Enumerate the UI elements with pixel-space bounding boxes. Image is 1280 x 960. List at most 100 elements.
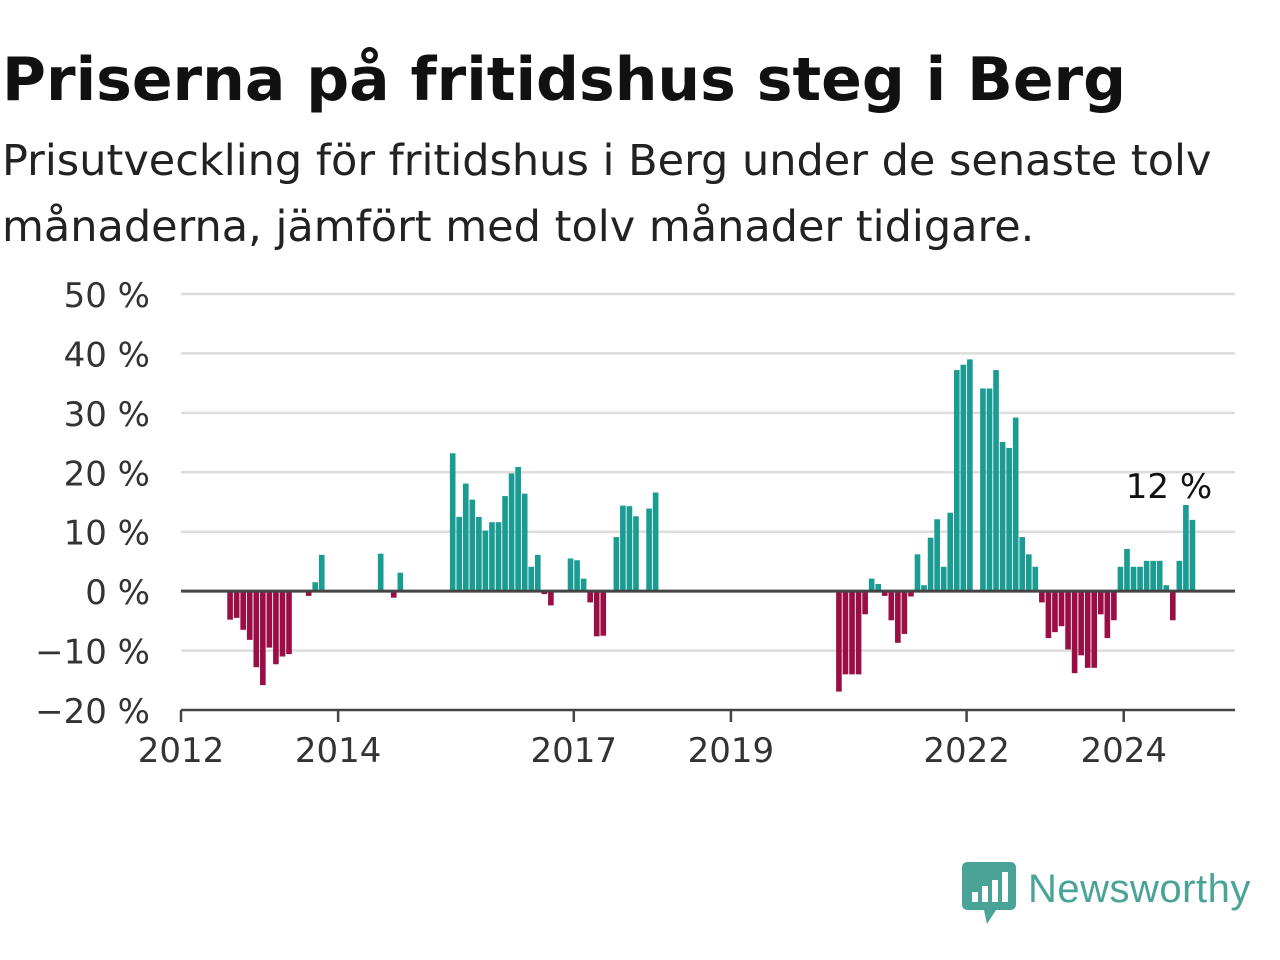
x-tick-label: 2014 — [295, 731, 382, 771]
bar — [921, 585, 927, 592]
bar — [312, 582, 319, 592]
grid-lines — [181, 292, 1235, 652]
bar — [260, 591, 266, 686]
bar — [855, 591, 862, 675]
x-axis — [179, 589, 1235, 722]
bar — [495, 522, 502, 592]
bar — [508, 473, 515, 592]
bar — [862, 591, 868, 615]
bar — [253, 591, 260, 668]
bar — [914, 554, 921, 592]
bar — [1078, 591, 1084, 656]
bar — [986, 388, 993, 592]
bar — [901, 591, 908, 634]
bar — [1183, 504, 1189, 592]
newsworthy-logo-icon — [962, 862, 1016, 924]
bar — [1156, 560, 1163, 592]
bar — [1032, 566, 1039, 592]
bar — [1137, 566, 1143, 592]
x-axis-tick-labels: 2012 2014 2017 2019 2022 2024 — [138, 731, 1167, 771]
x-tick-label: 2019 — [688, 731, 775, 771]
y-tick-label: 20 % — [64, 454, 150, 494]
bar — [279, 591, 286, 657]
bar — [868, 578, 875, 592]
bar — [377, 553, 384, 592]
y-tick-label: 50 % — [64, 276, 150, 316]
newsworthy-logo: Newsworthy — [962, 862, 1251, 928]
bar — [967, 359, 973, 592]
x-tick-label: 2017 — [531, 731, 618, 771]
bar — [1091, 591, 1098, 668]
bar — [993, 370, 999, 592]
bar-chart: 50 %40 %30 %20 %10 %0 %−10 %−20 % 2012 20… — [35, 276, 1235, 771]
bar — [999, 441, 1006, 592]
bar — [895, 591, 901, 643]
y-tick-label: −20 % — [35, 692, 150, 732]
bar — [1052, 591, 1058, 633]
bar — [593, 591, 600, 637]
bar — [469, 499, 476, 592]
bar — [574, 560, 580, 592]
bar — [397, 572, 404, 592]
bar — [587, 591, 593, 603]
bar — [1071, 591, 1078, 674]
chart-title: Priserna på fritidshus steg i Berg — [2, 45, 1127, 115]
bar — [227, 591, 233, 620]
y-tick-label: 40 % — [64, 335, 150, 375]
y-tick-label: 0 % — [85, 573, 150, 613]
bar — [1124, 548, 1130, 592]
y-tick-label: −10 % — [35, 633, 150, 673]
bar — [600, 591, 607, 636]
bar — [1130, 566, 1137, 592]
bar — [1025, 554, 1032, 592]
bar — [521, 493, 528, 592]
bar — [652, 492, 659, 592]
bar — [842, 591, 849, 675]
bar — [286, 591, 292, 655]
chart-subtitle: Prisutveckling för fritidshus i Berg und… — [2, 136, 1212, 252]
bar — [940, 566, 947, 592]
bar — [1163, 585, 1170, 592]
bar — [1045, 591, 1052, 639]
bar — [836, 591, 842, 692]
bar — [1176, 560, 1183, 592]
bar — [888, 591, 895, 621]
bar — [462, 483, 469, 592]
bar — [1150, 560, 1156, 592]
bar — [849, 591, 855, 675]
x-tick-label: 2024 — [1080, 731, 1167, 771]
bar — [875, 584, 882, 592]
x-tick-label: 2022 — [923, 731, 1010, 771]
bar — [534, 554, 541, 592]
bar — [456, 516, 463, 592]
bar — [1006, 447, 1012, 592]
bar — [266, 591, 273, 648]
bar — [960, 364, 967, 592]
bar — [305, 591, 312, 596]
bar — [1143, 560, 1150, 592]
bar — [1058, 591, 1065, 627]
bar — [318, 554, 325, 592]
bar — [273, 591, 279, 665]
y-axis-tick-labels: 50 % 40 % 30 % 20 % 10 % 0 % −10 % −20 % — [35, 276, 150, 732]
bar — [476, 516, 482, 592]
bar — [1097, 591, 1104, 615]
bar — [390, 591, 397, 598]
bar — [633, 516, 639, 592]
bar — [502, 496, 508, 592]
bar — [1039, 591, 1045, 603]
bar — [626, 506, 633, 592]
latest-value-label: 12 % — [1126, 467, 1212, 507]
annotations: 12 % — [1126, 467, 1212, 507]
bar — [548, 591, 554, 606]
bar — [528, 566, 535, 592]
bar — [1169, 591, 1176, 621]
bar — [947, 512, 954, 592]
bar — [1111, 591, 1117, 621]
bar — [1117, 566, 1124, 592]
bar — [482, 530, 489, 592]
bar — [580, 578, 587, 592]
bar — [908, 591, 914, 597]
brand-name: Newsworthy — [1028, 866, 1251, 911]
bar — [515, 466, 521, 592]
